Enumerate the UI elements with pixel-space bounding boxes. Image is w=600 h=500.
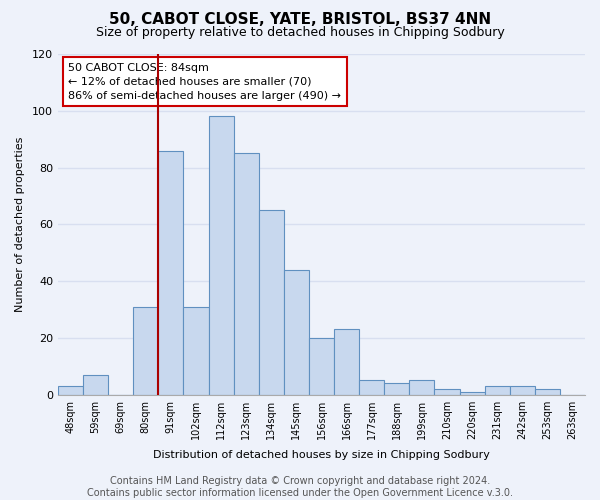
Text: Contains HM Land Registry data © Crown copyright and database right 2024.
Contai: Contains HM Land Registry data © Crown c…	[87, 476, 513, 498]
Bar	[259, 210, 284, 394]
Bar	[384, 384, 409, 394]
Bar	[133, 306, 158, 394]
Bar	[158, 150, 184, 394]
Bar	[460, 392, 485, 394]
Bar	[284, 270, 309, 394]
Bar	[184, 306, 209, 394]
Y-axis label: Number of detached properties: Number of detached properties	[15, 136, 25, 312]
Bar	[334, 330, 359, 394]
Bar	[309, 338, 334, 394]
Bar	[359, 380, 384, 394]
X-axis label: Distribution of detached houses by size in Chipping Sodbury: Distribution of detached houses by size …	[153, 450, 490, 460]
Bar	[209, 116, 233, 394]
Text: 50, CABOT CLOSE, YATE, BRISTOL, BS37 4NN: 50, CABOT CLOSE, YATE, BRISTOL, BS37 4NN	[109, 12, 491, 28]
Text: 50 CABOT CLOSE: 84sqm
← 12% of detached houses are smaller (70)
86% of semi-deta: 50 CABOT CLOSE: 84sqm ← 12% of detached …	[68, 62, 341, 100]
Bar	[510, 386, 535, 394]
Bar	[233, 154, 259, 394]
Bar	[535, 389, 560, 394]
Bar	[83, 375, 108, 394]
Bar	[58, 386, 83, 394]
Bar	[434, 389, 460, 394]
Bar	[409, 380, 434, 394]
Bar	[485, 386, 510, 394]
Text: Size of property relative to detached houses in Chipping Sodbury: Size of property relative to detached ho…	[95, 26, 505, 39]
